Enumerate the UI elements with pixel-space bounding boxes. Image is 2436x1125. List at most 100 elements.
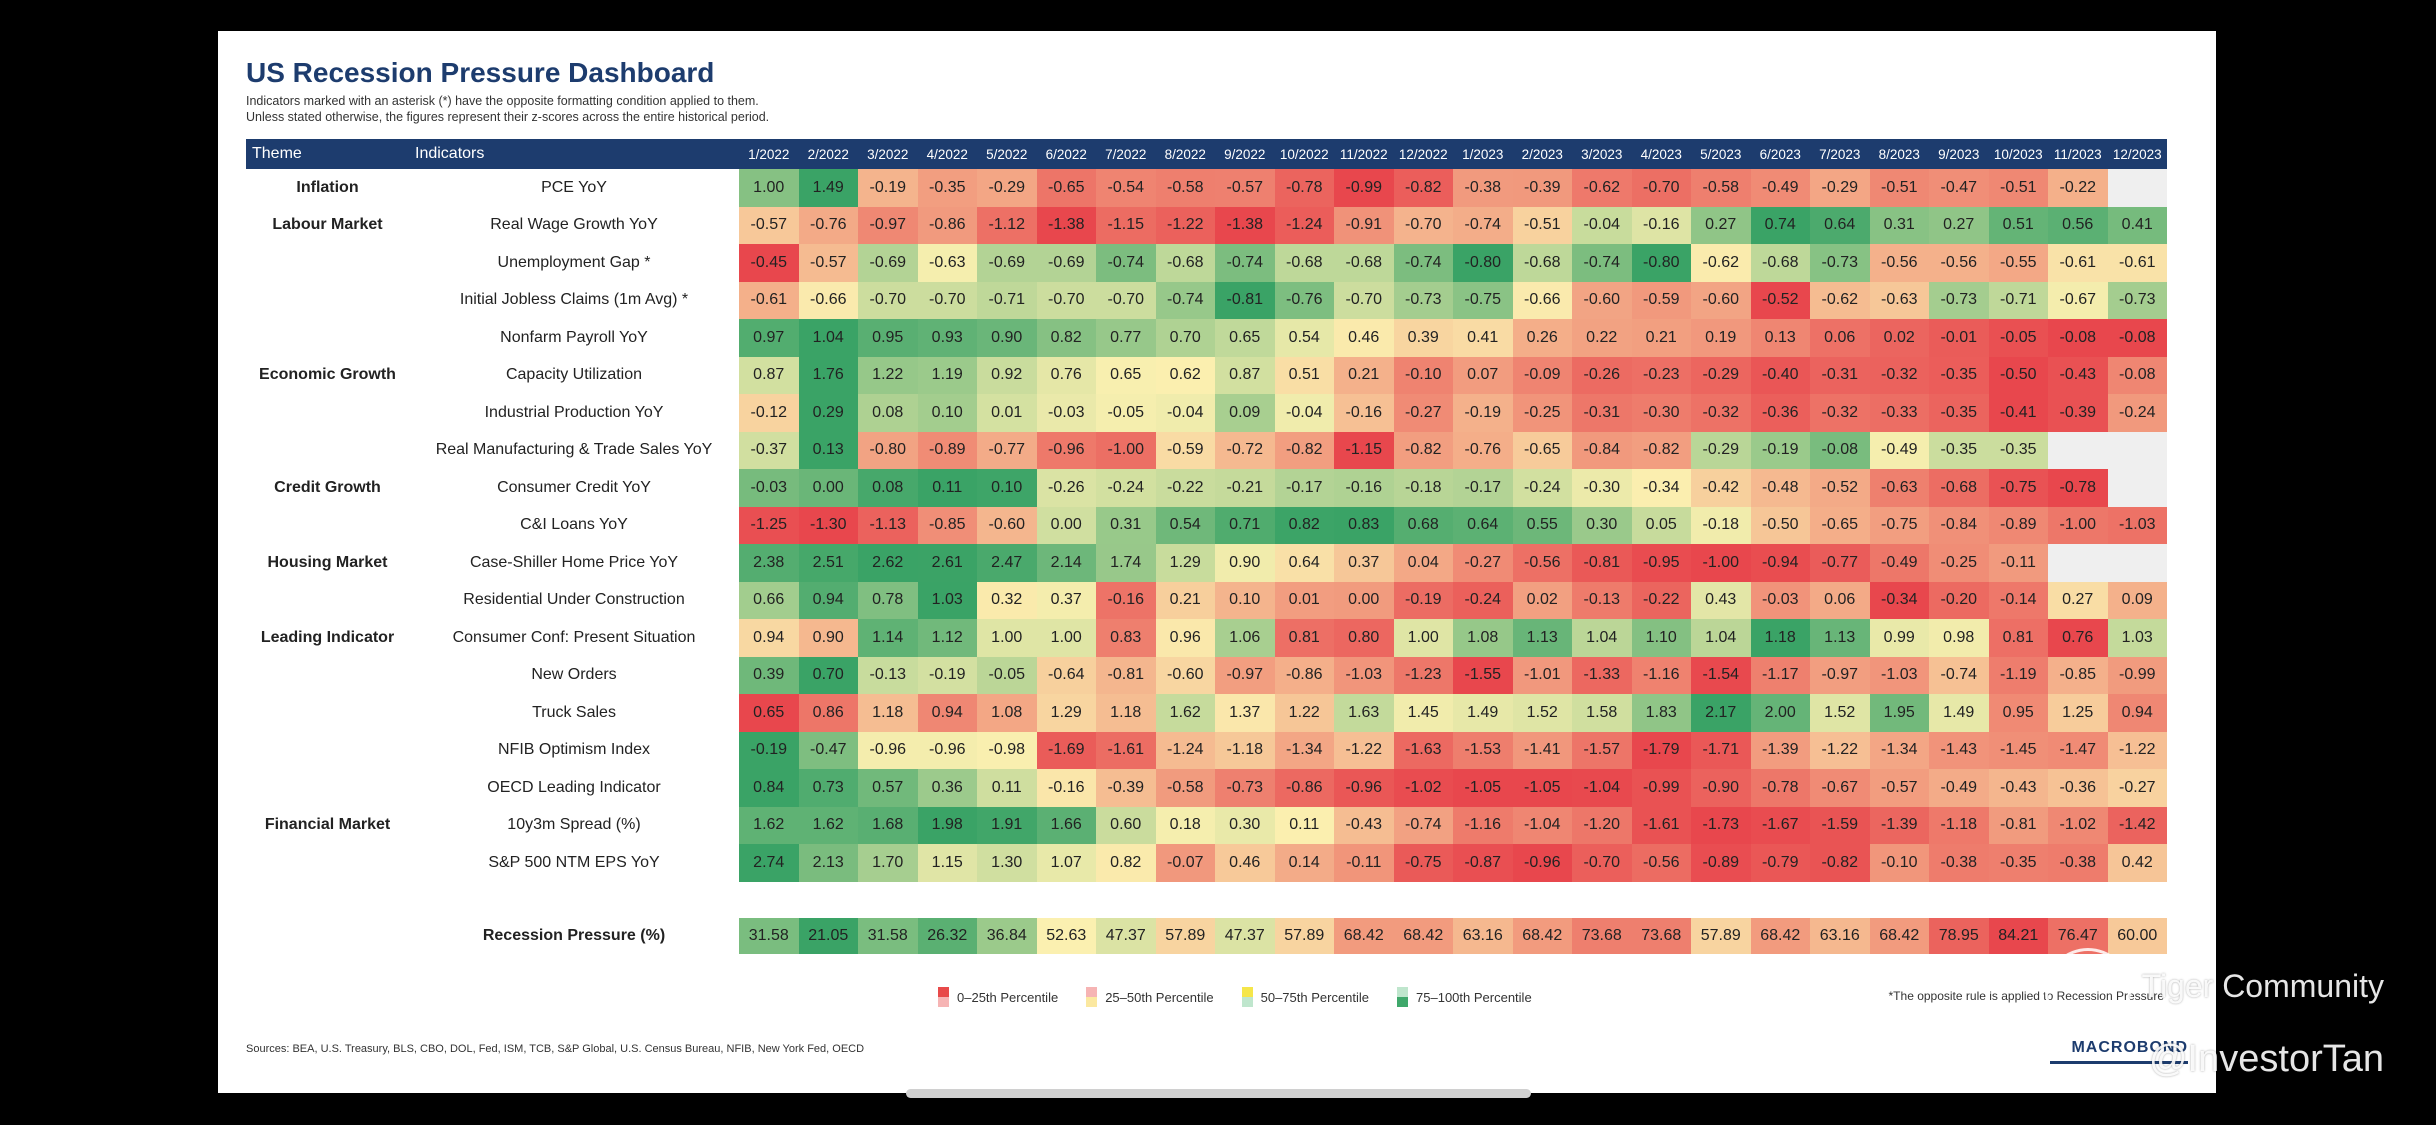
value-cell: -0.33 (1869, 394, 1929, 432)
value-cell: 0.30 (1215, 806, 1275, 844)
value-cell: 0.83 (1334, 506, 1394, 544)
value-cell: -0.52 (1750, 281, 1810, 319)
value-cell: -0.05 (1988, 319, 2048, 357)
value-cell: 0.10 (917, 394, 977, 432)
value-cell: 1.19 (917, 356, 977, 394)
theme-cell (246, 244, 409, 282)
value-cell: 1.07 (1036, 844, 1096, 882)
value-cell: 0.71 (1215, 506, 1275, 544)
value-cell: -0.80 (1631, 244, 1691, 282)
value-cell: 0.32 (977, 581, 1037, 619)
value-cell: 0.73 (798, 769, 858, 807)
value-cell: -1.24 (1274, 206, 1334, 244)
header-month: 5/2022 (977, 139, 1037, 169)
value-cell: 0.29 (798, 394, 858, 432)
value-cell: -0.89 (917, 431, 977, 469)
value-cell: -0.13 (858, 656, 918, 694)
table-row: Leading Indicator Consumer Conf: Present … (246, 619, 2167, 657)
value-cell: -0.68 (1274, 244, 1334, 282)
value-cell: 1.10 (1631, 619, 1691, 657)
value-cell: 0.31 (1096, 506, 1156, 544)
indicator-cell: PCE YoY (541, 178, 607, 196)
value-cell: -1.38 (1036, 206, 1096, 244)
value-cell: 0.64 (1453, 506, 1513, 544)
value-cell: 0.94 (798, 581, 858, 619)
theme-cell (246, 507, 409, 545)
value-cell: 0.95 (1988, 694, 2048, 732)
value-cell: 0.09 (1215, 394, 1275, 432)
table-row: Residential Under Construction 0.66 0.94 0.… (246, 581, 2167, 619)
value-cell: -1.15 (1096, 206, 1156, 244)
value-cell: -0.24 (1453, 581, 1513, 619)
value-cell: -0.16 (1096, 581, 1156, 619)
value-cell: 0.54 (1274, 319, 1334, 357)
value-cell: -1.79 (1631, 731, 1691, 769)
recession-value-cell: 63.16 (1810, 917, 1870, 954)
value-cell: 0.77 (1096, 319, 1156, 357)
value-cell: -1.53 (1453, 731, 1513, 769)
value-cell: -1.20 (1572, 806, 1632, 844)
value-cell: -1.69 (1036, 731, 1096, 769)
value-cell: -0.74 (1929, 656, 1989, 694)
value-cell: -1.67 (1750, 806, 1810, 844)
value-cell: -0.10 (1869, 844, 1929, 882)
value-cell: -0.74 (1096, 244, 1156, 282)
value-cell: -0.68 (1512, 244, 1572, 282)
theme-cell (246, 732, 409, 770)
value-cell: 1.12 (917, 619, 977, 657)
value-cell: -0.99 (2107, 656, 2167, 694)
value-cell: -0.86 (1274, 769, 1334, 807)
value-cell: -1.41 (1512, 731, 1572, 769)
value-cell: 0.05 (1631, 506, 1691, 544)
header-month: 6/2022 (1036, 139, 1096, 169)
table-row: Financial Market 10y3m Spread (%) 1.62 1.62… (246, 806, 2167, 844)
value-cell: -0.70 (1572, 844, 1632, 882)
value-cell: -0.36 (2048, 769, 2108, 807)
value-cell: 0.00 (1334, 581, 1394, 619)
value-cell: -0.16 (1334, 394, 1394, 432)
value-cell: -0.73 (1393, 281, 1453, 319)
value-cell: 1.52 (1512, 694, 1572, 732)
value-cell: -0.61 (739, 281, 799, 319)
value-cell: -0.51 (1869, 169, 1929, 207)
horizontal-scrollbar[interactable] (906, 1089, 1531, 1098)
value-cell: 1.25 (2048, 694, 2108, 732)
value-cell: 1.37 (1215, 694, 1275, 732)
table-row: Industrial Production YoY -0.12 0.29 0.08 0.… (246, 394, 2167, 432)
value-cell: -0.58 (1691, 169, 1751, 207)
recession-value-cell: 57.89 (1691, 917, 1751, 954)
theme-cell (246, 657, 409, 695)
value-cell: -0.38 (1453, 169, 1513, 207)
value-cell: -0.59 (1631, 281, 1691, 319)
value-cell: -0.75 (1988, 469, 2048, 507)
indicator-cell: Nonfarm Payroll YoY (500, 328, 648, 346)
value-cell: -0.49 (1869, 431, 1929, 469)
value-cell: -0.40 (1750, 356, 1810, 394)
table-row: Unemployment Gap * -0.45 -0.57 -0.69 -0.63 -0… (246, 244, 2167, 282)
value-cell: -0.63 (917, 244, 977, 282)
value-cell: 1.58 (1572, 694, 1632, 732)
value-cell: 1.22 (1274, 694, 1334, 732)
value-cell: 1.15 (917, 844, 977, 882)
header-month: 5/2023 (1691, 139, 1751, 169)
value-cell: -0.96 (1512, 844, 1572, 882)
value-cell: -0.97 (1810, 656, 1870, 694)
value-cell: -0.56 (1869, 244, 1929, 282)
value-cell: 0.94 (2107, 694, 2167, 732)
header-month: 11/2023 (2048, 139, 2108, 169)
value-cell: -1.34 (1274, 731, 1334, 769)
value-cell: -0.03 (739, 469, 799, 507)
value-cell: -0.79 (1750, 844, 1810, 882)
recession-value-cell: 57.89 (1274, 917, 1334, 954)
value-cell: 0.10 (1215, 581, 1275, 619)
value-cell: 2.47 (977, 544, 1037, 582)
value-cell: 1.49 (1929, 694, 1989, 732)
value-cell: -1.59 (1810, 806, 1870, 844)
value-cell: -1.04 (1512, 806, 1572, 844)
value-cell: -0.96 (858, 731, 918, 769)
value-cell: -0.62 (1810, 281, 1870, 319)
value-cell: 0.30 (1572, 506, 1632, 544)
value-cell: -0.45 (739, 244, 799, 282)
value-cell: -0.19 (1750, 431, 1810, 469)
value-cell: -0.03 (1036, 394, 1096, 432)
